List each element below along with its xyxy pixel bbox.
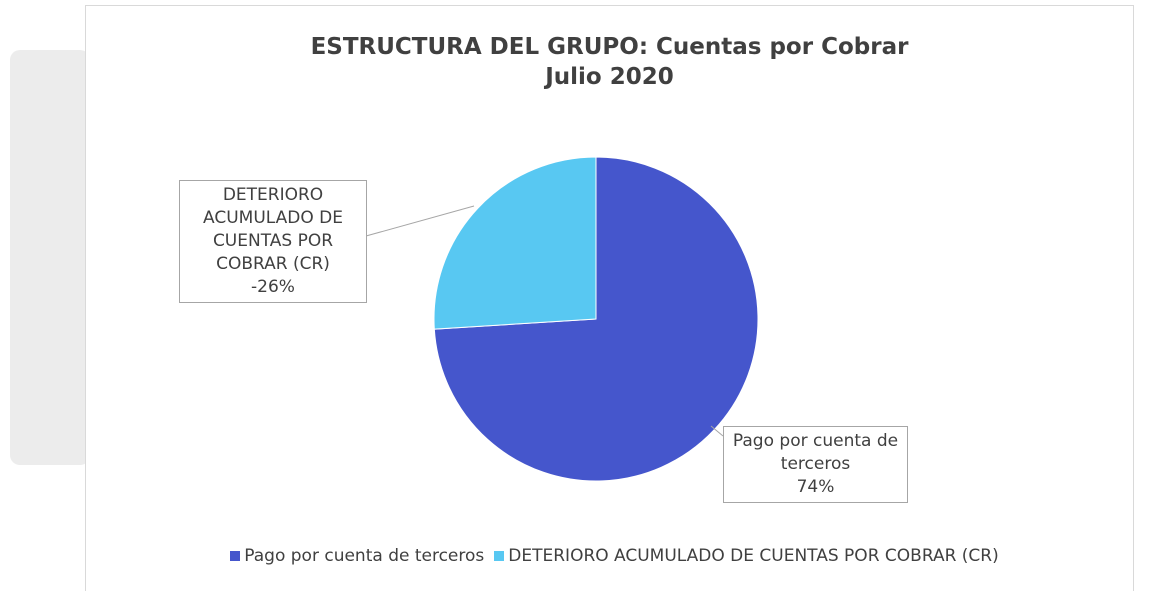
pie-area [365, 156, 759, 482]
callout-category: DETERIORO ACUMULADO DE CUENTAS POR COBRA… [203, 185, 343, 274]
legend-swatch [230, 551, 241, 561]
background-panel [10, 50, 90, 465]
callout-value: 74% [796, 477, 835, 497]
callout-category: Pago por cuenta de terceros [732, 431, 899, 474]
chart-subtitle: Julio 2020 [545, 64, 674, 90]
data-callout: DETERIORO ACUMULADO DE CUENTAS POR COBRA… [179, 180, 367, 303]
chart: ESTRUCTURA DEL GRUPO: Cuentas por Cobrar… [85, 5, 1134, 591]
data-callout: Pago por cuenta de terceros 74% [723, 426, 908, 503]
chart-title: ESTRUCTURA DEL GRUPO: Cuentas por Cobrar [310, 34, 909, 60]
leader-line [365, 205, 475, 237]
leader-line [710, 425, 724, 437]
legend-label: Pago por cuenta de terceros [244, 546, 485, 566]
callout-value: -26% [251, 277, 295, 297]
legend-label: DETERIORO ACUMULADO DE CUENTAS POR COBRA… [508, 546, 999, 566]
legend-swatch [494, 551, 505, 561]
pie-slice [433, 156, 597, 330]
legend: Pago por cuenta de terceros DETERIORO ACU… [86, 546, 1133, 566]
